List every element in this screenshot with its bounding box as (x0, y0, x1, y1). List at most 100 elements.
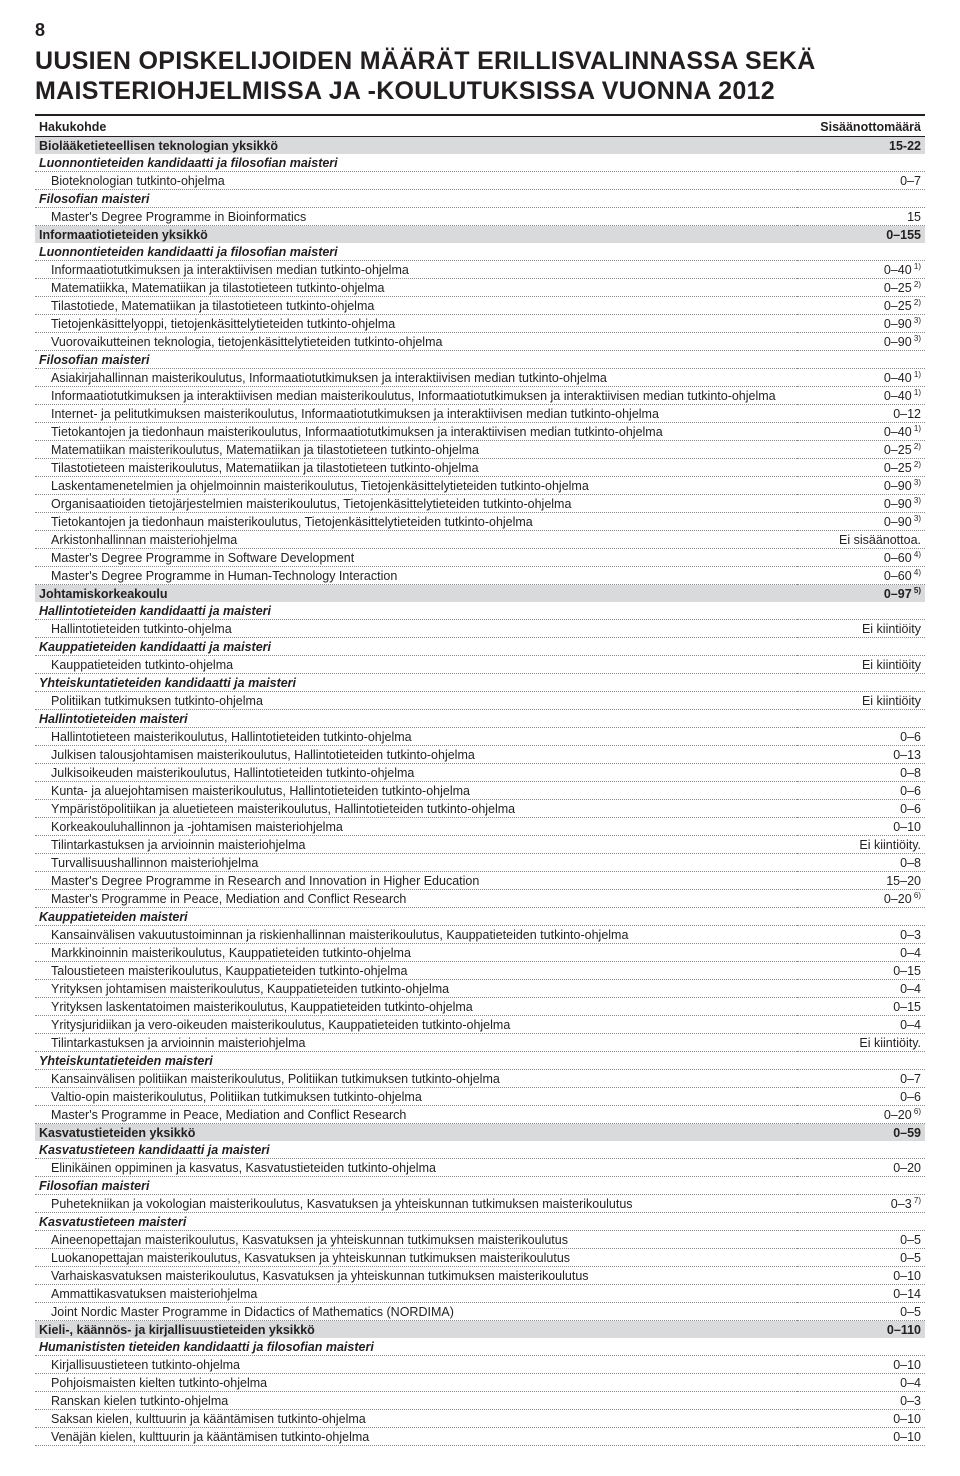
table-row: Hallintotieteiden tutkinto-ohjelmaEi kii… (35, 620, 925, 638)
row-value: 0–90 3) (797, 477, 925, 495)
row-label: Ympäristöpolitiikan ja aluetieteen maist… (35, 800, 797, 818)
group-value (797, 638, 925, 656)
row-label: Informaatiotutkimuksen ja interaktiivise… (35, 387, 797, 405)
page-title: UUSIEN OPISKELIJOIDEN MÄÄRÄT ERILLISVALI… (35, 47, 925, 106)
row-label: Yrityksen laskentatoimen maisterikoulutu… (35, 998, 797, 1016)
row-value: 0–7 (797, 172, 925, 190)
row-value: 0–40 1) (797, 423, 925, 441)
group-value (797, 154, 925, 172)
row-value: 0–10 (797, 1410, 925, 1428)
row-label: Tilastotiede, Matematiikan ja tilastotie… (35, 297, 797, 315)
row-value: 0–20 6) (797, 1106, 925, 1124)
group-label: Yhteiskuntatieteiden maisteri (35, 1052, 797, 1070)
row-label: Master's Programme in Peace, Mediation a… (35, 890, 797, 908)
row-value: Ei kiintiöity (797, 692, 925, 710)
row-label: Master's Programme in Peace, Mediation a… (35, 1106, 797, 1124)
group-value (797, 190, 925, 208)
table-row: Master's Degree Programme in Research an… (35, 872, 925, 890)
row-value: 0–6 (797, 782, 925, 800)
table-row: Pohjoismaisten kielten tutkinto-ohjelma0… (35, 1374, 925, 1392)
section-label: Johtamiskorkeakoulu (35, 585, 797, 603)
table-row: Asiakirjahallinnan maisterikoulutus, Inf… (35, 369, 925, 387)
row-label: Arkistonhallinnan maisteriohjelma (35, 531, 797, 549)
group-label: Kasvatustieteen maisteri (35, 1213, 797, 1231)
row-label: Julkisoikeuden maisterikoulutus, Hallint… (35, 764, 797, 782)
row-value: 0–4 (797, 1016, 925, 1034)
section-label: Kieli-, käännös- ja kirjallisuustieteide… (35, 1321, 797, 1339)
row-value: 0–40 1) (797, 261, 925, 279)
group-row: Kauppatieteiden maisteri (35, 908, 925, 926)
table-row: Markkinoinnin maisterikoulutus, Kauppati… (35, 944, 925, 962)
row-value: 0–10 (797, 1356, 925, 1374)
footnote-ref: 6) (912, 1106, 921, 1115)
group-row: Filosofian maisteri (35, 190, 925, 208)
row-label: Tietojenkäsittelyoppi, tietojenkäsittely… (35, 315, 797, 333)
row-value: 0–15 (797, 998, 925, 1016)
header-col-hakukohde: Hakukohde (35, 118, 797, 137)
row-value: 0–8 (797, 854, 925, 872)
row-label: Julkisen talousjohtamisen maisterikoulut… (35, 746, 797, 764)
row-label: Aineenopettajan maisterikoulutus, Kasvat… (35, 1231, 797, 1249)
row-label: Tilintarkastuksen ja arvioinnin maisteri… (35, 836, 797, 854)
table-row: Kauppatieteiden tutkinto-ohjelmaEi kiint… (35, 656, 925, 674)
section-value: 0–155 (797, 226, 925, 244)
group-value (797, 351, 925, 369)
row-value: 0–25 2) (797, 279, 925, 297)
table-row: Joint Nordic Master Programme in Didacti… (35, 1303, 925, 1321)
group-label: Yhteiskuntatieteiden kandidaatti ja mais… (35, 674, 797, 692)
table-row: Arkistonhallinnan maisteriohjelmaEi sisä… (35, 531, 925, 549)
row-label: Hallintotieteen maisterikoulutus, Hallin… (35, 728, 797, 746)
group-value (797, 674, 925, 692)
group-row: Luonnontieteiden kandidaatti ja filosofi… (35, 243, 925, 261)
section-value: 0–59 (797, 1124, 925, 1142)
section-row: Biolääketieteellisen teknologian yksikkö… (35, 137, 925, 155)
table-row: Varhaiskasvatuksen maisterikoulutus, Kas… (35, 1267, 925, 1285)
row-value: 0–3 (797, 1392, 925, 1410)
row-label: Master's Degree Programme in Software De… (35, 549, 797, 567)
row-label: Luokanopettajan maisterikoulutus, Kasvat… (35, 1249, 797, 1267)
row-label: Master's Degree Programme in Human-Techn… (35, 567, 797, 585)
table-row: Internet- ja pelitutkimuksen maisterikou… (35, 405, 925, 423)
footnote-ref: 3) (912, 477, 921, 486)
row-label: Hallintotieteiden tutkinto-ohjelma (35, 620, 797, 638)
row-value: 0–10 (797, 818, 925, 836)
row-value: 0–4 (797, 980, 925, 998)
footnote-ref: 6) (912, 890, 921, 899)
table-row: Aineenopettajan maisterikoulutus, Kasvat… (35, 1231, 925, 1249)
section-row: Informaatiotieteiden yksikkö0–155 (35, 226, 925, 244)
row-value: Ei kiintiöity (797, 656, 925, 674)
table-row: Tilintarkastuksen ja arvioinnin maisteri… (35, 836, 925, 854)
row-label: Tilastotieteen maisterikoulutus, Matemat… (35, 459, 797, 477)
row-value: 0–7 (797, 1070, 925, 1088)
table-row: Korkeakouluhallinnon ja -johtamisen mais… (35, 818, 925, 836)
row-label: Puhetekniikan ja vokologian maisterikoul… (35, 1195, 797, 1213)
table-row: Master's Degree Programme in Bioinformat… (35, 208, 925, 226)
table-row: Julkisen talousjohtamisen maisterikoulut… (35, 746, 925, 764)
row-label: Master's Degree Programme in Research an… (35, 872, 797, 890)
group-row: Kasvatustieteen kandidaatti ja maisteri (35, 1141, 925, 1159)
table-row: Matematiikka, Matematiikan ja tilastotie… (35, 279, 925, 297)
row-value: 0–90 3) (797, 315, 925, 333)
row-value: 0–3 7) (797, 1195, 925, 1213)
group-label: Filosofian maisteri (35, 1177, 797, 1195)
title-rule (35, 114, 925, 116)
table-row: Yritysjuridiikan ja vero-oikeuden maiste… (35, 1016, 925, 1034)
table-row: Tietokantojen ja tiedonhaun maisterikoul… (35, 513, 925, 531)
row-value: 0–60 4) (797, 567, 925, 585)
group-row: Hallintotieteiden kandidaatti ja maister… (35, 602, 925, 620)
table-header-row: HakukohdeSisäänottomäärä (35, 118, 925, 137)
row-label: Kunta- ja aluejohtamisen maisterikoulutu… (35, 782, 797, 800)
row-value: 0–6 (797, 800, 925, 818)
row-label: Kansainvälisen vakuutustoiminnan ja risk… (35, 926, 797, 944)
group-row: Humanististen tieteiden kandidaatti ja f… (35, 1338, 925, 1356)
group-label: Hallintotieteiden kandidaatti ja maister… (35, 602, 797, 620)
row-label: Yrityksen johtamisen maisterikoulutus, K… (35, 980, 797, 998)
page-number: 8 (35, 20, 925, 41)
table-row: Informaatiotutkimuksen ja interaktiivise… (35, 387, 925, 405)
table-row: Valtio-opin maisterikoulutus, Politiikan… (35, 1088, 925, 1106)
row-value: Ei kiintiöity (797, 620, 925, 638)
section-row: Kieli-, käännös- ja kirjallisuustieteide… (35, 1321, 925, 1339)
row-value: 0–25 2) (797, 297, 925, 315)
group-value (797, 908, 925, 926)
row-value: 0–40 1) (797, 369, 925, 387)
